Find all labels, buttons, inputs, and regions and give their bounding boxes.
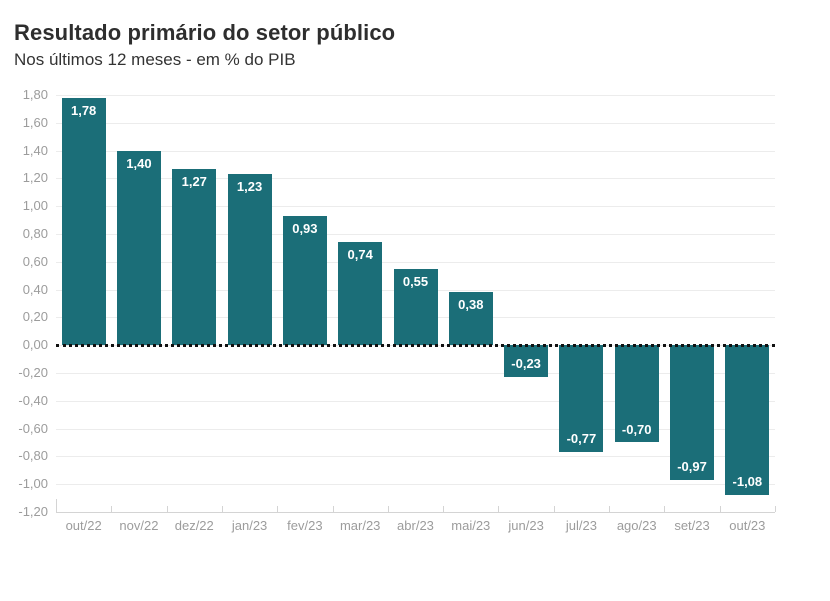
gridline [56,428,775,430]
zero-line [56,344,775,348]
bar-value-label: -1,08 [732,474,763,490]
y-axis-label: 0,80 [22,226,48,241]
bar-value-label: 1,23 [236,179,263,195]
bar-mar/23 [338,242,383,346]
bar-fev/23 [282,215,327,346]
gridline [56,484,775,486]
bar-jul/23 [559,345,604,453]
x-axis-label: jun/23 [508,518,544,533]
plot-area: 1,80 1,60 1,40 1,20 1,00 0,80 0,60 0,40 0,20 0,00… [18,87,776,533]
x-axis-tick [221,506,223,512]
x-axis-label: out/22 [65,518,102,533]
bar-value-label: -0,77 [566,431,597,447]
bar-mai/23 [448,292,493,346]
x-axis-line [56,512,775,513]
x-axis-tick [719,506,721,512]
bar-jun/23 [504,345,549,378]
footer: ECONÔMICO Valor Fonte: Banco Central. El… [0,551,830,601]
y-axis-label: -0,40 [18,392,48,408]
chart-title: Resultado primário do setor público [14,20,396,45]
x-axis-tick [775,506,776,512]
x-axis-label: nov/22 [119,518,159,533]
gridline [56,150,775,152]
bar-value-label: 1,40 [126,155,152,171]
x-axis-label: mar/23 [339,518,381,533]
bar-value-label: 0,74 [347,247,373,263]
bar-ago/23 [614,345,659,443]
bar-value-label: -0,70 [621,421,652,437]
x-axis-tick [56,499,57,512]
chart-subtitle: Nos últimos 12 meses - em % do PIB [14,50,296,69]
x-axis-tick [277,506,279,512]
x-axis-label: jul/23 [565,518,597,533]
x-axis-tick [332,506,334,512]
x-axis-tick [166,506,168,512]
bar-value-label: 1,78 [70,102,97,118]
gridline [56,206,775,208]
y-axis-label: 1,60 [22,114,48,130]
x-axis-label: mai/23 [451,518,491,533]
y-axis-label: 0,20 [22,309,48,325]
gridline [56,373,775,374]
x-axis-tick [498,506,500,512]
bar-value-label: 0,38 [458,297,484,313]
x-axis-tick [664,506,666,512]
x-axis-tick [553,506,555,512]
bar-value-label: -0,23 [511,356,541,372]
y-axis-label: 0,00 [22,337,48,353]
bar-abr/23 [393,268,438,346]
x-axis-tick [609,506,611,512]
x-axis-tick [443,506,445,512]
gridline [56,261,775,263]
x-axis-label: fev/23 [287,518,323,533]
gridline [56,234,775,235]
x-axis-tick [387,506,389,512]
gridline [56,400,775,402]
y-axis-label: 1,80 [22,87,48,102]
x-axis-tick [111,506,113,512]
bar-nov/22 [116,150,161,346]
bar-dez/22 [172,168,217,346]
y-axis-label: 1,00 [22,198,48,214]
bar-out/23 [725,345,770,496]
x-axis-label: out/23 [729,518,766,533]
bar-value-label: -0,97 [677,459,707,475]
gridline [56,122,775,124]
y-axis-label: -0,80 [18,448,48,464]
y-axis-label: -0,20 [18,365,48,380]
y-axis-label: -1,20 [18,504,48,519]
y-axis-label: 0,60 [22,253,48,269]
bar-value-label: 0,55 [402,273,429,289]
gridline [56,95,775,96]
y-axis-label: 1,20 [22,170,48,186]
bar-jan/23 [227,174,272,346]
y-axis-label: -1,00 [18,476,48,492]
x-axis-label: jan/23 [231,518,268,533]
x-axis-label: ago/23 [616,518,657,533]
y-axis-label: 1,40 [22,142,48,158]
bar-out/22 [61,97,106,346]
y-axis-label: -0,60 [18,420,48,436]
bar-value-label: 0,93 [292,220,318,236]
x-axis-label: set/23 [674,518,710,533]
bar-set/23 [670,345,715,481]
x-axis-label: dez/22 [174,518,214,533]
y-axis-label: 0,40 [22,281,48,297]
gridline [56,178,775,180]
gridline [56,456,775,458]
x-axis-label: abr/23 [397,518,434,533]
bar-value-label: 1,27 [181,173,207,189]
